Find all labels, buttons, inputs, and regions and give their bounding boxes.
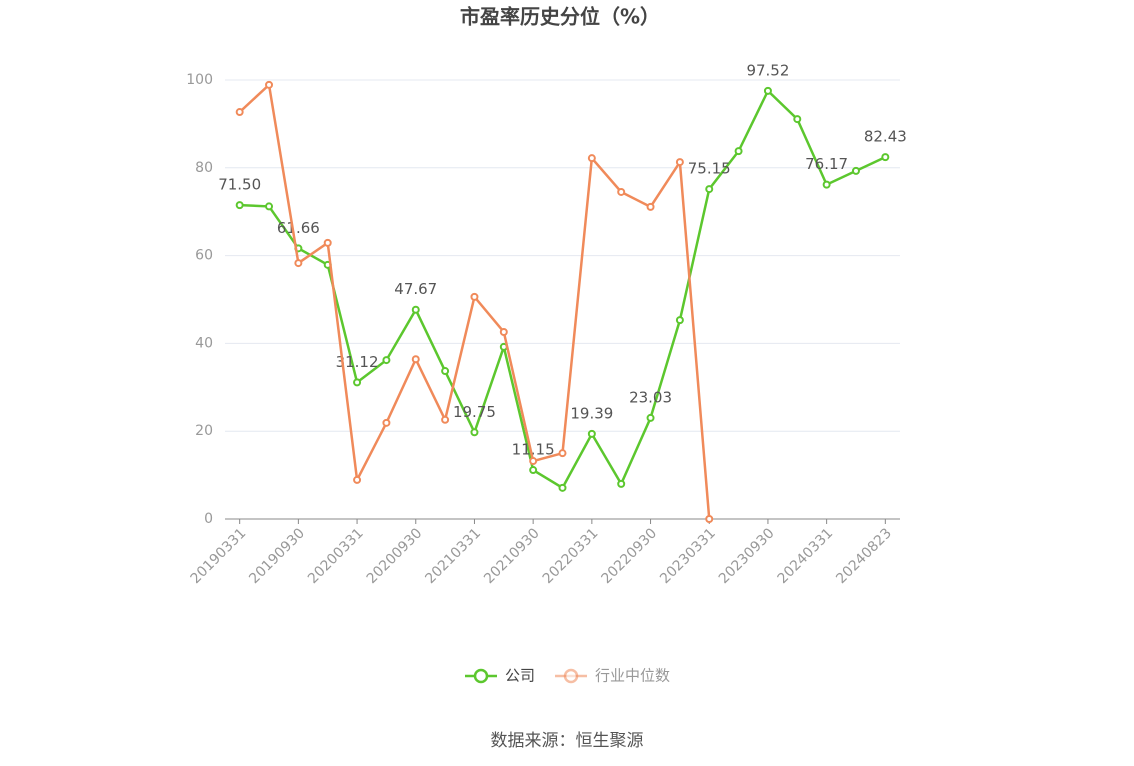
- data-label: 19.39: [570, 404, 613, 422]
- data-point: [235, 201, 244, 210]
- y-tick-label: 40: [195, 335, 213, 351]
- y-tick-label: 20: [195, 423, 213, 439]
- data-label: 97.52: [746, 61, 789, 79]
- data-point: [763, 86, 772, 95]
- y-tick-label: 100: [186, 72, 213, 88]
- data-point: [558, 483, 567, 492]
- data-point: [411, 305, 420, 314]
- x-tick-label: 20210331: [422, 525, 484, 587]
- data-point: [382, 356, 391, 365]
- legend-label: 公司: [505, 667, 535, 685]
- data-point: [353, 475, 362, 484]
- data-point: [587, 429, 596, 438]
- data-point: [499, 327, 508, 336]
- legend-marker: [473, 668, 489, 684]
- data-point: [705, 185, 714, 194]
- data-point: [441, 367, 450, 376]
- data-label: 19.75: [453, 403, 496, 421]
- data-point: [675, 316, 684, 325]
- source: 数据来源：恒生聚源: [491, 731, 644, 751]
- series-line: [239, 88, 886, 490]
- x-tick-label: 20190331: [188, 525, 250, 587]
- data-label: 61.66: [277, 219, 320, 237]
- data-label: 71.50: [218, 176, 261, 194]
- data-point: [646, 202, 655, 211]
- data-point: [265, 80, 274, 89]
- data-point: [675, 158, 684, 167]
- series-line: [238, 82, 711, 520]
- x-tick-label: 20240331: [775, 525, 837, 587]
- data-point: [617, 479, 626, 488]
- data-point: [587, 154, 596, 163]
- x-tick-label: 20200331: [305, 525, 367, 587]
- data-point: [353, 378, 362, 387]
- data-point: [881, 153, 890, 162]
- data-point: [235, 108, 244, 117]
- data-point: [851, 166, 860, 175]
- y-tick-label: 0: [204, 511, 213, 527]
- data-point: [822, 180, 831, 189]
- y-tick-label: 80: [195, 160, 213, 176]
- data-point: [323, 238, 332, 247]
- legend-marker: [563, 668, 579, 684]
- x-tick-label: 20240823: [833, 525, 895, 587]
- data-point: [265, 202, 274, 211]
- data-point: [529, 466, 538, 475]
- data-label: 23.03: [629, 388, 672, 406]
- data-point: [793, 115, 802, 124]
- data-point: [470, 292, 479, 301]
- data-label: 31.12: [336, 353, 379, 371]
- data-point: [558, 449, 567, 458]
- legend-label: 行业中位数: [595, 667, 670, 685]
- data-label: 47.67: [394, 280, 437, 298]
- chart-title: 市盈率历史分位（%）: [460, 5, 660, 29]
- data-point: [411, 355, 420, 364]
- data-point: [382, 418, 391, 427]
- data-point: [470, 428, 479, 437]
- y-tick-label: 60: [195, 248, 213, 264]
- data-label: 75.15: [688, 160, 731, 178]
- data-label: 76.17: [805, 155, 848, 173]
- x-tick-label: 20230930: [716, 525, 778, 587]
- data-point: [705, 515, 714, 523]
- data-label: 82.43: [864, 128, 907, 146]
- data-point: [617, 187, 626, 196]
- data-point: [441, 415, 450, 424]
- x-tick-label: 20220930: [598, 525, 660, 587]
- data-point: [294, 259, 303, 268]
- x-tick-label: 20210930: [481, 525, 543, 587]
- x-tick-label: 20230331: [657, 525, 719, 587]
- x-tick-label: 20190930: [246, 525, 308, 587]
- x-tick-label: 20200930: [364, 525, 426, 587]
- data-point: [734, 147, 743, 156]
- data-label: 11.15: [512, 441, 555, 459]
- data-point: [646, 413, 655, 422]
- x-tick-label: 20220331: [540, 525, 602, 587]
- data-point: [529, 457, 538, 466]
